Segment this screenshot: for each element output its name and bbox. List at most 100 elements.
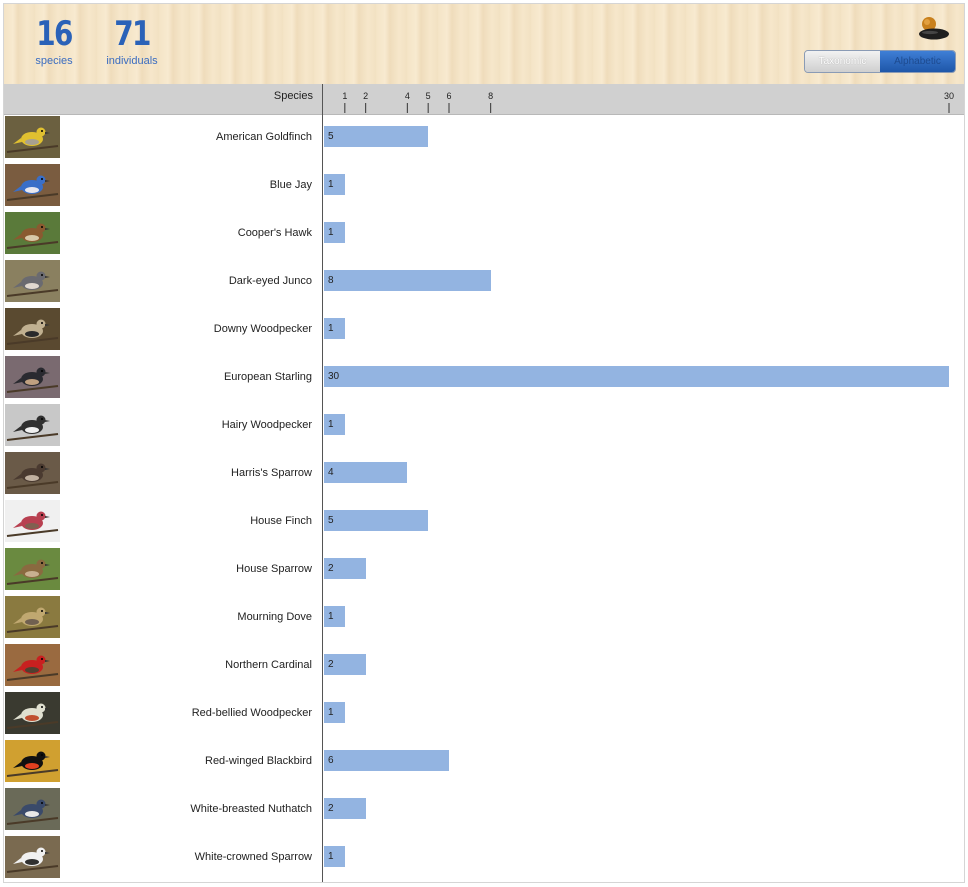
- bird-photo: [5, 308, 60, 350]
- summary-header: 16 species 71 individuals Taxonomic Alph…: [4, 4, 964, 84]
- count-bar: 2: [324, 654, 366, 675]
- count-bar: 1: [324, 222, 345, 243]
- species-row[interactable]: White-crowned Sparrow 1: [4, 835, 964, 882]
- bird-photo: [5, 500, 60, 542]
- count-label: 2: [328, 803, 334, 814]
- count-bar: 6: [324, 750, 449, 771]
- x-tick-label-4: 4: [405, 91, 410, 101]
- count-bar: 2: [324, 558, 366, 579]
- count-label: 6: [328, 755, 334, 766]
- species-name: European Starling: [223, 371, 312, 383]
- species-name: White-breasted Nuthatch: [190, 803, 312, 815]
- count-bar: 1: [324, 318, 345, 339]
- species-name: House Sparrow: [236, 563, 312, 575]
- count-bar: 1: [324, 174, 345, 195]
- sort-toggle[interactable]: Taxonomic Alphabetic: [804, 50, 956, 73]
- species-row[interactable]: Red-bellied Woodpecker 1: [4, 691, 964, 739]
- count-bar: 4: [324, 462, 408, 483]
- bird-photo: [5, 356, 60, 398]
- x-axis: 1 2 4 5 6 8 30: [342, 91, 954, 113]
- count-label: 2: [328, 659, 334, 670]
- x-tick-label-6: 6: [446, 91, 451, 101]
- bird-photo: [5, 596, 60, 638]
- count-label: 5: [328, 515, 334, 526]
- species-row[interactable]: House Sparrow 2: [4, 547, 964, 595]
- bird-photo: [5, 644, 60, 686]
- species-name: Blue Jay: [269, 179, 312, 191]
- species-row[interactable]: Northern Cardinal 2: [4, 643, 964, 691]
- count-label: 1: [328, 851, 334, 862]
- species-row[interactable]: Harris's Sparrow 4: [4, 451, 964, 499]
- bird-photo: [5, 404, 60, 446]
- bird-photo: [5, 548, 60, 590]
- species-name: Dark-eyed Junco: [228, 275, 312, 287]
- bird-photo: [5, 116, 60, 158]
- species-row[interactable]: European Starling 30: [4, 355, 964, 403]
- bird-photo: [5, 836, 60, 878]
- x-tick-label-5: 5: [426, 91, 431, 101]
- count-label: 1: [328, 227, 334, 238]
- count-bar: 5: [324, 510, 429, 531]
- species-name: Northern Cardinal: [225, 659, 312, 671]
- count-bar: 1: [324, 606, 345, 627]
- count-label: 8: [328, 275, 334, 286]
- count-label: 30: [328, 371, 340, 382]
- species-row[interactable]: American Goldfinch 5: [4, 115, 964, 163]
- count-label: 1: [328, 179, 334, 190]
- species-count: 16: [36, 14, 73, 54]
- species-row[interactable]: Downy Woodpecker 1: [4, 307, 964, 355]
- species-row[interactable]: Blue Jay 1: [4, 163, 964, 211]
- chart-divider: [322, 84, 323, 882]
- x-tick-label-8: 8: [488, 91, 493, 101]
- species-row[interactable]: Hairy Woodpecker 1: [4, 403, 964, 451]
- species-row[interactable]: White-breasted Nuthatch 2: [4, 787, 964, 835]
- count-label: 1: [328, 611, 334, 622]
- count-label: 1: [328, 707, 334, 718]
- individuals-stat: 71 individuals: [102, 14, 162, 68]
- species-name: House Finch: [250, 515, 312, 527]
- bird-photo: [5, 740, 60, 782]
- species-name: Red-bellied Woodpecker: [191, 707, 312, 719]
- species-name: Harris's Sparrow: [231, 467, 312, 479]
- count-label: 1: [328, 419, 334, 430]
- bird-count-panel: 16 species 71 individuals Taxonomic Alph…: [3, 3, 965, 883]
- species-name: Downy Woodpecker: [213, 323, 312, 335]
- count-bar: 30: [324, 366, 949, 387]
- bird-photo: [5, 788, 60, 830]
- bird-photo: [5, 212, 60, 254]
- count-bar: 1: [324, 846, 345, 867]
- species-row[interactable]: Red-winged Blackbird 6: [4, 739, 964, 787]
- count-label: 5: [328, 131, 334, 142]
- species-name: Red-winged Blackbird: [205, 755, 312, 767]
- logo-icon: [912, 12, 950, 42]
- bird-photo: [5, 260, 60, 302]
- species-row[interactable]: House Finch 5: [4, 499, 964, 547]
- x-tick-label-2: 2: [363, 91, 368, 101]
- count-bar: 8: [324, 270, 491, 291]
- count-bar: 1: [324, 414, 345, 435]
- species-label: species: [35, 55, 73, 67]
- species-name: Hairy Woodpecker: [221, 419, 312, 431]
- bird-photo: [5, 164, 60, 206]
- alphabetic-sort-button[interactable]: Alphabetic: [880, 51, 955, 72]
- species-row[interactable]: Mourning Dove 1: [4, 595, 964, 643]
- count-label: 4: [328, 467, 334, 478]
- individuals-count: 71: [114, 14, 151, 54]
- count-label: 1: [328, 323, 334, 334]
- bird-photo: [5, 692, 60, 734]
- species-column-header: Species: [273, 90, 313, 102]
- axis-header: Species 1 2 4 5 6 8 30: [4, 84, 964, 115]
- species-name: American Goldfinch: [216, 131, 312, 143]
- count-label: 2: [328, 563, 334, 574]
- species-name: Cooper's Hawk: [237, 227, 312, 239]
- species-name: White-crowned Sparrow: [194, 851, 312, 863]
- count-bar: 2: [324, 798, 366, 819]
- count-bar: 1: [324, 702, 345, 723]
- taxonomic-sort-button[interactable]: Taxonomic: [805, 51, 880, 72]
- species-row[interactable]: Cooper's Hawk 1: [4, 211, 964, 259]
- species-name: Mourning Dove: [237, 611, 312, 623]
- count-bar: 5: [324, 126, 429, 147]
- species-stat: 16 species: [32, 14, 76, 68]
- bird-photo: [5, 452, 60, 494]
- species-row[interactable]: Dark-eyed Junco 8: [4, 259, 964, 307]
